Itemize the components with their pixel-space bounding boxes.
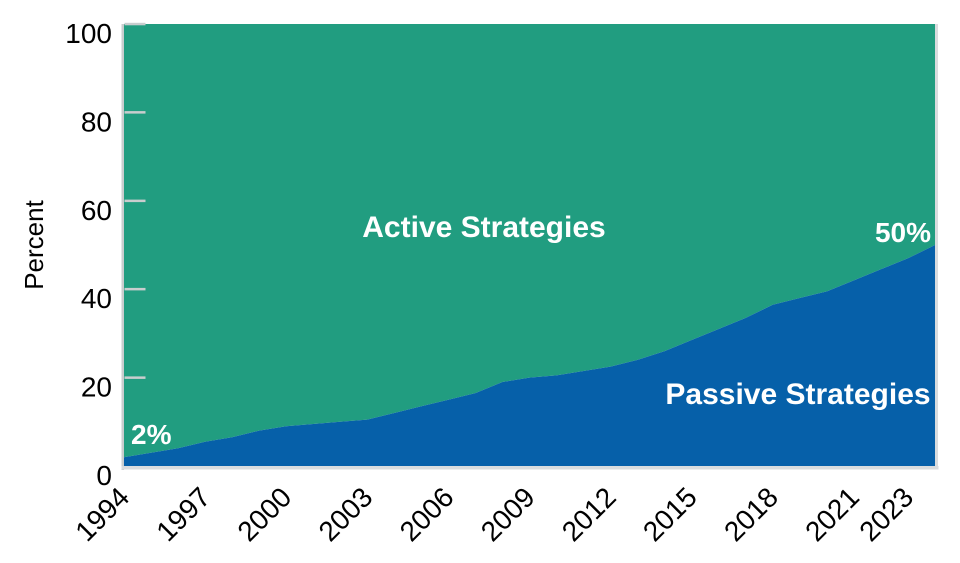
y-axis-title: Percent xyxy=(19,199,49,289)
y-tick-labels: 0 20 40 60 80 100 xyxy=(65,18,112,491)
y-tick-mark xyxy=(124,376,146,379)
active-series-label: Active Strategies xyxy=(362,211,605,244)
y-tick-mark xyxy=(124,287,146,291)
x-tick-label: 2023 xyxy=(853,481,919,547)
x-tick-label: 2006 xyxy=(394,481,460,547)
y-tick-mark xyxy=(124,111,146,114)
y-tick-label: 60 xyxy=(81,195,112,226)
x-tick-label: 2018 xyxy=(718,481,784,547)
passive-end-value: 50% xyxy=(875,217,931,248)
chart-annotations: 2% 50% Active Strategies Passive Strategies xyxy=(131,211,931,450)
passive-start-value: 2% xyxy=(131,419,172,450)
x-tick-label: 2021 xyxy=(799,481,865,547)
x-tick-label: 1994 xyxy=(69,481,135,547)
passive-area xyxy=(124,245,935,466)
x-tick-label: 2012 xyxy=(556,481,622,547)
y-tick-label: 80 xyxy=(81,106,112,137)
plot-right-border xyxy=(935,24,938,470)
y-tick-label: 40 xyxy=(81,283,112,314)
axis-frame xyxy=(121,24,939,470)
y-tick-label: 20 xyxy=(81,372,112,403)
x-tick-labels: 1994 1997 2000 2003 2006 2009 2012 2015 2018 2021… xyxy=(69,481,919,547)
x-axis-line xyxy=(121,466,939,470)
y-tick-mark xyxy=(124,22,146,26)
area-series-group xyxy=(124,24,935,466)
y-tick-marks xyxy=(124,22,146,379)
x-tick-label: 2003 xyxy=(313,481,379,547)
active-area xyxy=(124,24,935,458)
y-tick-label: 0 xyxy=(96,460,112,491)
y-tick-label: 100 xyxy=(65,18,112,49)
y-tick-mark xyxy=(124,199,146,203)
y-axis-line xyxy=(121,24,124,470)
x-tick-label: 2000 xyxy=(231,481,297,547)
x-tick-label: 2015 xyxy=(637,481,703,547)
x-tick-label: 1997 xyxy=(150,481,216,547)
x-tick-label: 2009 xyxy=(475,481,541,547)
passive-series-label: Passive Strategies xyxy=(665,378,930,411)
